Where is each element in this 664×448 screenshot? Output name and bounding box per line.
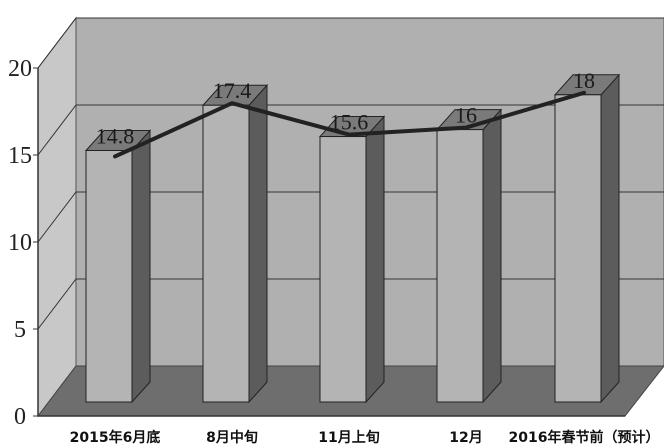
y-tick-label-15: 15 bbox=[8, 143, 32, 169]
bar-front-5 bbox=[554, 94, 602, 403]
bar-2 bbox=[201, 83, 269, 404]
x-tick-label-5: 2016年春节前（预计） bbox=[509, 429, 660, 446]
bar-front-1 bbox=[85, 149, 133, 403]
x-tick-label-2: 8月中旬 bbox=[206, 429, 258, 446]
bar-side-2 bbox=[248, 83, 268, 404]
y-tick-label-10: 10 bbox=[8, 230, 32, 256]
bar-front-2 bbox=[202, 104, 250, 403]
gridline-15 bbox=[37, 104, 664, 156]
data-label-3: 15.6 bbox=[330, 110, 369, 135]
bar-5 bbox=[553, 73, 621, 404]
bar-side-3 bbox=[365, 115, 385, 404]
y-axis-ticks: 0 5 10 15 20 bbox=[8, 56, 38, 430]
x-tick-label-4: 12月 bbox=[449, 430, 482, 446]
y-tick-label-20: 20 bbox=[8, 56, 32, 82]
bar-side-1 bbox=[131, 129, 151, 404]
x-tick-label-3: 11月上旬 bbox=[318, 429, 379, 446]
bars bbox=[84, 73, 621, 404]
bar-side-4 bbox=[482, 108, 502, 404]
bar-side-5 bbox=[600, 73, 620, 404]
x-axis-ticks: 2015年6月底 8月中旬 11月上旬 12月 2016年春节前（预计） bbox=[70, 429, 660, 446]
data-label-4: 16 bbox=[455, 103, 477, 128]
data-label-5: 18 bbox=[573, 68, 595, 93]
bar-1 bbox=[84, 129, 152, 404]
data-label-2: 17.4 bbox=[213, 78, 252, 103]
y-tick-label-5: 5 bbox=[14, 317, 26, 343]
trend-line bbox=[113, 90, 586, 159]
trend-line-group bbox=[113, 90, 586, 159]
y-tick-label-0: 0 bbox=[14, 404, 26, 430]
x-tick-label-1: 2015年6月底 bbox=[70, 429, 161, 446]
data-labels: 14.8 17.4 15.6 16 18 bbox=[96, 68, 595, 149]
bar-front-4 bbox=[436, 129, 484, 403]
data-label-1: 14.8 bbox=[96, 123, 135, 148]
bar-4 bbox=[435, 108, 503, 404]
bar-front-3 bbox=[319, 136, 367, 403]
gridline-20 bbox=[37, 17, 664, 69]
bar-3 bbox=[318, 115, 386, 404]
